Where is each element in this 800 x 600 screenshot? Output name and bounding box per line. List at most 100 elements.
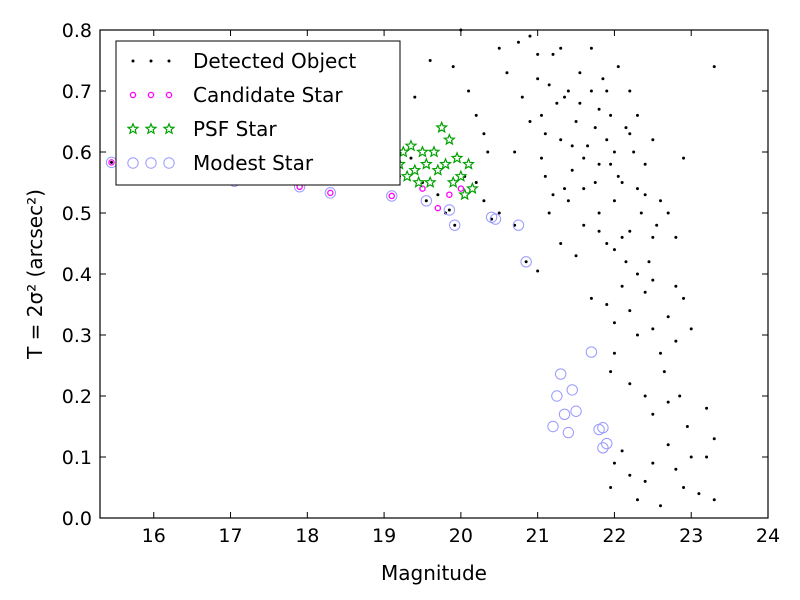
- data-point: [574, 254, 578, 258]
- data-point: [327, 189, 334, 197]
- data-point: [551, 193, 555, 197]
- data-point: [635, 272, 639, 276]
- data-point: [620, 235, 624, 239]
- data-point: [486, 150, 490, 154]
- data-point: [612, 199, 616, 203]
- y-tick-label: 0.7: [62, 81, 92, 103]
- data-point: [386, 190, 398, 202]
- data-point: [666, 443, 670, 447]
- data-point: [616, 65, 620, 69]
- legend-label: PSF Star: [193, 117, 277, 141]
- data-point: [536, 77, 540, 81]
- y-tick-label: 0.6: [62, 142, 92, 164]
- legend-box: [115, 40, 401, 186]
- data-point: [570, 144, 574, 148]
- data-point: [520, 256, 532, 268]
- legend-marker: [131, 59, 135, 63]
- data-point: [624, 126, 628, 130]
- data-point: [586, 144, 590, 148]
- legend-marker: [165, 91, 173, 99]
- data-point: [547, 420, 559, 433]
- data-point: [651, 235, 655, 239]
- data-point: [574, 120, 578, 123]
- data-point: [620, 181, 624, 184]
- data-point: [412, 175, 426, 189]
- data-point: [678, 394, 682, 398]
- data-point: [612, 150, 616, 154]
- data-point: [547, 83, 551, 87]
- y-tick-label: 0.8: [62, 20, 92, 42]
- data-point: [413, 95, 417, 99]
- data-point: [400, 169, 414, 182]
- data-point: [434, 204, 442, 212]
- data-point: [427, 145, 441, 158]
- data-point: [528, 120, 532, 123]
- data-point: [609, 113, 613, 117]
- data-point: [536, 52, 540, 56]
- data-point: [419, 185, 426, 192]
- data-point: [605, 138, 609, 142]
- legend-marker: [145, 157, 157, 169]
- data-point: [524, 260, 528, 264]
- data-point: [612, 321, 616, 325]
- data-point: [416, 145, 429, 158]
- data-point: [404, 139, 418, 152]
- data-point: [547, 211, 551, 215]
- data-point: [659, 351, 663, 355]
- legend-entry: Modest Star: [127, 151, 314, 175]
- x-tick-label: 24: [756, 525, 780, 547]
- data-point: [651, 278, 655, 282]
- data-point: [628, 132, 632, 136]
- legend-entry: PSF Star: [126, 117, 277, 141]
- legend-entry: Detected Object: [131, 49, 356, 73]
- data-point: [635, 498, 639, 502]
- data-point: [566, 384, 578, 396]
- data-point: [458, 187, 472, 201]
- legend-label: Candidate Star: [193, 83, 343, 107]
- data-point: [562, 426, 575, 439]
- data-point: [435, 120, 449, 134]
- data-point: [612, 461, 616, 465]
- series-4: [105, 156, 613, 454]
- data-point: [559, 46, 563, 50]
- data-point: [539, 113, 543, 117]
- data-point: [431, 163, 445, 176]
- data-point: [643, 193, 647, 197]
- data-point: [482, 199, 486, 203]
- data-point: [666, 400, 670, 404]
- data-point: [674, 339, 678, 343]
- data-point: [563, 95, 567, 99]
- x-tick-label: 18: [295, 525, 319, 547]
- data-point: [651, 412, 655, 416]
- data-point: [589, 46, 593, 50]
- axis-ticks: 16 17 18 19 20 21 22 23 24 0.0 0.1 0.2 0.3 0.4 0.5 0.6 0…: [62, 20, 780, 547]
- data-point: [597, 107, 601, 111]
- data-point: [420, 195, 433, 207]
- data-point: [482, 132, 486, 136]
- data-point: [666, 211, 670, 215]
- data-point: [474, 113, 478, 117]
- x-tick-label: 23: [679, 525, 703, 547]
- data-point: [605, 89, 609, 93]
- data-point: [558, 408, 571, 420]
- data-point: [597, 211, 601, 215]
- data-point: [563, 187, 567, 191]
- data-point: [666, 315, 670, 319]
- data-point: [674, 284, 678, 288]
- data-point: [655, 223, 659, 227]
- data-point: [697, 492, 701, 496]
- data-point: [605, 242, 609, 245]
- data-point: [409, 156, 413, 160]
- data-point: [628, 229, 632, 233]
- legend-marker: [126, 122, 140, 135]
- y-tick-label: 0.2: [62, 386, 92, 408]
- data-point: [651, 461, 655, 465]
- data-point: [597, 229, 601, 233]
- data-point: [601, 437, 613, 450]
- legend-entry: Candidate Star: [129, 83, 343, 107]
- data-point: [605, 303, 609, 306]
- y-tick-label: 0.0: [62, 508, 92, 530]
- legend-marker: [167, 59, 171, 63]
- data-point: [689, 327, 693, 331]
- data-point: [419, 157, 433, 170]
